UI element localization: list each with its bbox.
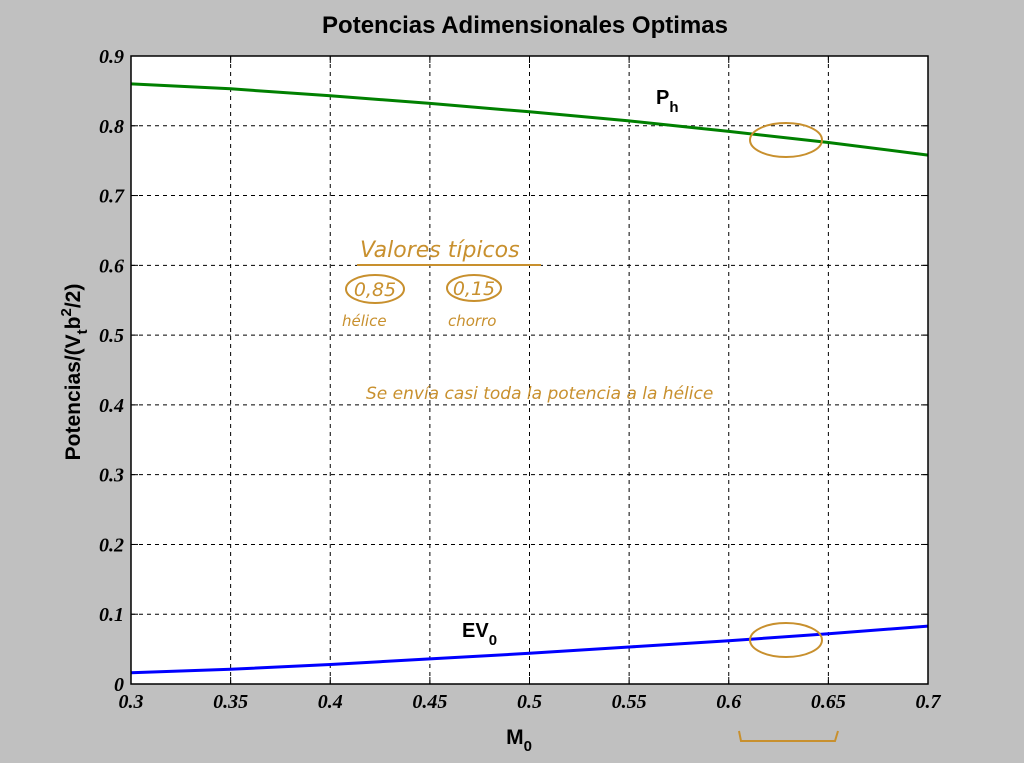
series-line-0 [130,82,929,157]
annotation-note: Se envía casi toda la potencia a la héli… [366,384,713,404]
y-tick-label: 0.9 [99,46,124,68]
annotation-circle-value2 [446,274,502,302]
annotation-circle-ph [749,122,823,158]
y-tick-label: 0.4 [99,395,124,417]
y-tick-label: 0.8 [99,116,124,138]
x-tick-label: 0.5 [517,691,542,713]
series-label-ph: Ph [656,87,679,116]
y-tick-label: 0.5 [99,325,124,347]
y-tick-label: 0.7 [99,186,125,208]
annotation-value2-label: chorro [448,312,496,330]
axis-ticks: 0.3 0.35 0.4 0.45 0.5 0.55 0.6 0.65 0.7 0 0.1 0.2 0.… [99,46,942,713]
series-lines [130,82,929,675]
y-tick-label: 0.2 [99,534,124,556]
grid [131,56,928,684]
x-tick-label: 0.4 [318,691,343,713]
y-tick-label: 0.1 [99,604,124,626]
y-tick-label: 0.6 [99,255,124,277]
x-tick-label: 0.35 [213,691,248,713]
chart-title: Potencias Adimensionales Optimas [322,12,728,39]
x-tick-label: 0.45 [412,691,447,713]
annotation-value2: 0,15 [453,278,495,300]
x-tick-label: 0.7 [916,691,942,713]
annotation-value1: 0,85 [354,279,396,301]
series-line-1 [130,624,929,675]
x-tick-label: 0.6 [716,691,741,713]
annotation-heading: Valores típicos [360,238,520,263]
y-tick-label: 0 [114,674,124,696]
annotation-circle-value1 [345,274,405,304]
y-tick-label: 0.3 [99,465,124,487]
x-axis-label: M0 [506,726,532,755]
y-axis-label: Potencias/(Vtb2/2) [58,284,91,461]
handwritten-annotations: Valores típicos 0,85 0,15 hélice chorro … [342,122,839,742]
annotation-value1-label: hélice [342,312,387,330]
series-label-ev0: EV0 [462,620,497,649]
annotation-circle-ev0 [749,622,823,658]
x-tick-label: 0.3 [119,691,144,713]
x-tick-label: 0.55 [612,691,647,713]
x-tick-label: 0.65 [811,691,846,713]
annotation-bracket [738,730,839,742]
